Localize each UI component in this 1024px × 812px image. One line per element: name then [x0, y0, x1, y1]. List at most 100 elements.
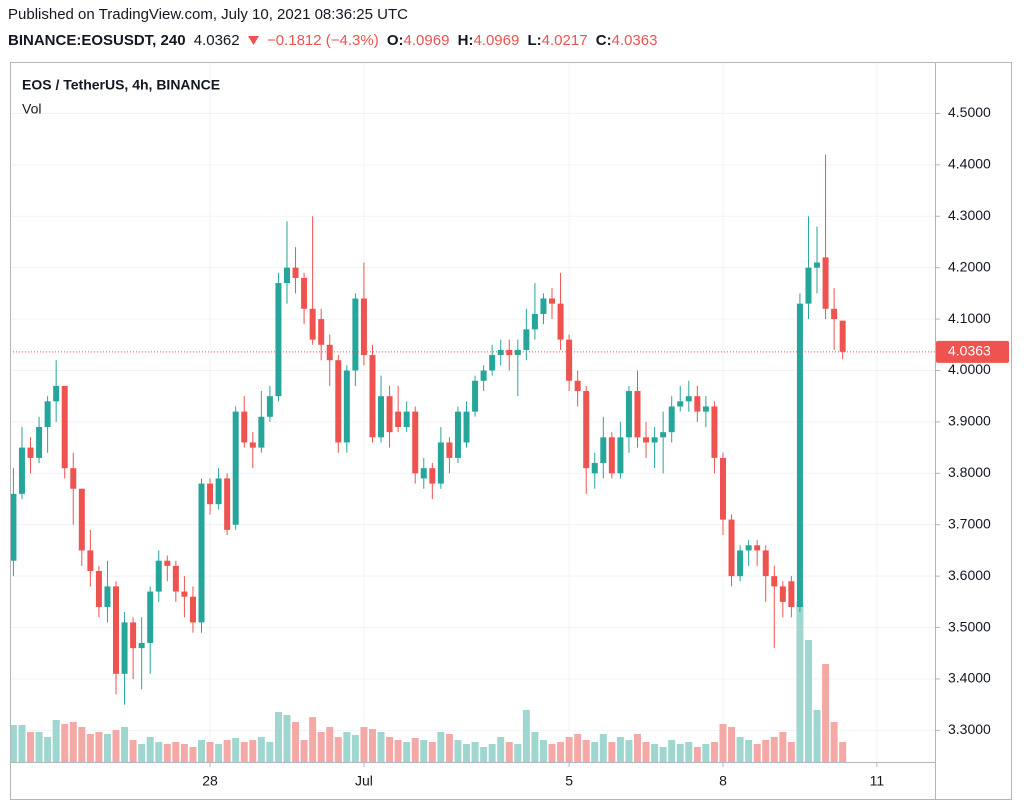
volume-bar: [69, 722, 77, 762]
volume-bar: [326, 727, 334, 762]
volume-bar: [27, 732, 35, 762]
candle-body: [600, 437, 607, 464]
volume-bar: [787, 742, 795, 762]
volume-bar: [736, 737, 744, 762]
volume-bar: [215, 744, 223, 762]
volume-bar: [180, 744, 188, 762]
close-value: 4.0363: [611, 32, 658, 49]
candle-body: [369, 355, 376, 438]
candle-body: [70, 468, 77, 489]
volume-bar: [343, 732, 351, 762]
candle-body: [779, 586, 786, 602]
candle-body: [95, 570, 102, 607]
volume-bar: [232, 738, 240, 762]
candle-body: [497, 349, 504, 356]
volume-bar: [625, 740, 633, 762]
volume-pane: [9, 602, 847, 762]
candle-body: [378, 396, 385, 438]
published-line: Published on TradingView.com, July 10, 2…: [8, 6, 408, 23]
candle-body: [814, 262, 821, 268]
volume-bar: [616, 737, 624, 762]
volume-bar: [78, 727, 86, 762]
candle-body: [266, 396, 273, 417]
candle-body: [61, 385, 68, 469]
volume-bar: [651, 744, 659, 762]
candle-body: [805, 267, 812, 304]
x-tick-label: 5: [565, 773, 573, 789]
candle-body: [181, 591, 188, 597]
volume-bar: [240, 742, 248, 762]
volume-bar: [206, 742, 214, 762]
volume-bar: [693, 747, 701, 762]
high-label: H:: [457, 32, 474, 49]
candle-body: [403, 411, 410, 428]
candle-body: [420, 468, 427, 479]
volume-bar: [668, 740, 676, 762]
candle-body: [224, 478, 231, 530]
candle-body: [694, 396, 701, 412]
candle-body: [113, 586, 120, 674]
candle-body: [352, 298, 359, 371]
volume-bar: [351, 735, 359, 762]
candle-body: [412, 411, 419, 474]
candle-body: [335, 360, 342, 443]
volume-bar: [522, 710, 530, 762]
y-tick-label: 4.2000: [948, 258, 991, 274]
candle-body: [275, 283, 282, 397]
volume-bar: [565, 737, 573, 762]
volume-bar: [411, 738, 419, 762]
volume-bar: [377, 732, 385, 762]
volume-bar: [531, 732, 539, 762]
y-tick-label: 4.0000: [948, 361, 991, 377]
candle-body: [745, 545, 752, 551]
volume-bar: [189, 747, 197, 762]
volume-bar: [762, 740, 770, 762]
volume-bar: [591, 742, 599, 762]
volume-bar: [317, 732, 325, 762]
candle-body: [292, 267, 299, 278]
candle-body: [241, 411, 248, 443]
volume-bar: [710, 742, 718, 762]
legend-volume: Vol: [22, 101, 41, 117]
low-label: L:: [527, 32, 542, 49]
volume-bar: [642, 742, 650, 762]
volume-bar: [95, 732, 103, 762]
candle-body: [651, 437, 658, 443]
axes: 4.5000 4.4000 4.3000 4.2000 4.1000 4.0000 3.90…: [10, 62, 1012, 800]
volume-bar: [103, 734, 111, 762]
volume-bar: [360, 727, 368, 762]
volume-bar: [394, 740, 402, 762]
volume-bar: [753, 744, 761, 762]
volume-bar: [599, 734, 607, 762]
candle-body: [754, 545, 761, 551]
candle-body: [189, 596, 196, 623]
candle-body: [643, 437, 650, 443]
volume-bar: [437, 732, 445, 762]
volume-bar: [257, 737, 265, 762]
volume-bar: [403, 742, 411, 762]
candle-body: [566, 339, 573, 381]
candle-body: [685, 396, 692, 402]
volume-bar: [480, 747, 488, 762]
volume-bar: [146, 737, 154, 762]
volume-bar: [86, 734, 94, 762]
y-tick-label: 3.8000: [948, 464, 991, 480]
volume-bar: [804, 640, 812, 762]
candle-body: [301, 277, 308, 309]
y-tick-label: 4.1000: [948, 310, 991, 326]
volume-bar: [608, 742, 616, 762]
candle-body: [608, 437, 615, 474]
volume-bar: [274, 712, 282, 762]
volume-bar: [18, 725, 26, 762]
candle-body: [831, 308, 838, 320]
volume-bar: [770, 737, 778, 762]
candle-body: [207, 483, 214, 505]
volume-bar: [52, 720, 60, 762]
volume-bar: [702, 744, 710, 762]
volume-bar: [283, 715, 291, 762]
volume-bar: [172, 742, 180, 762]
symbol-line: BINANCE:EOSUSDT, 240 4.0362 −0.1812 (−4.…: [8, 32, 661, 49]
volume-bar: [779, 732, 787, 762]
y-tick-label: 4.5000: [948, 104, 991, 120]
symbol: BINANCE:EOSUSDT, 240: [8, 32, 186, 49]
